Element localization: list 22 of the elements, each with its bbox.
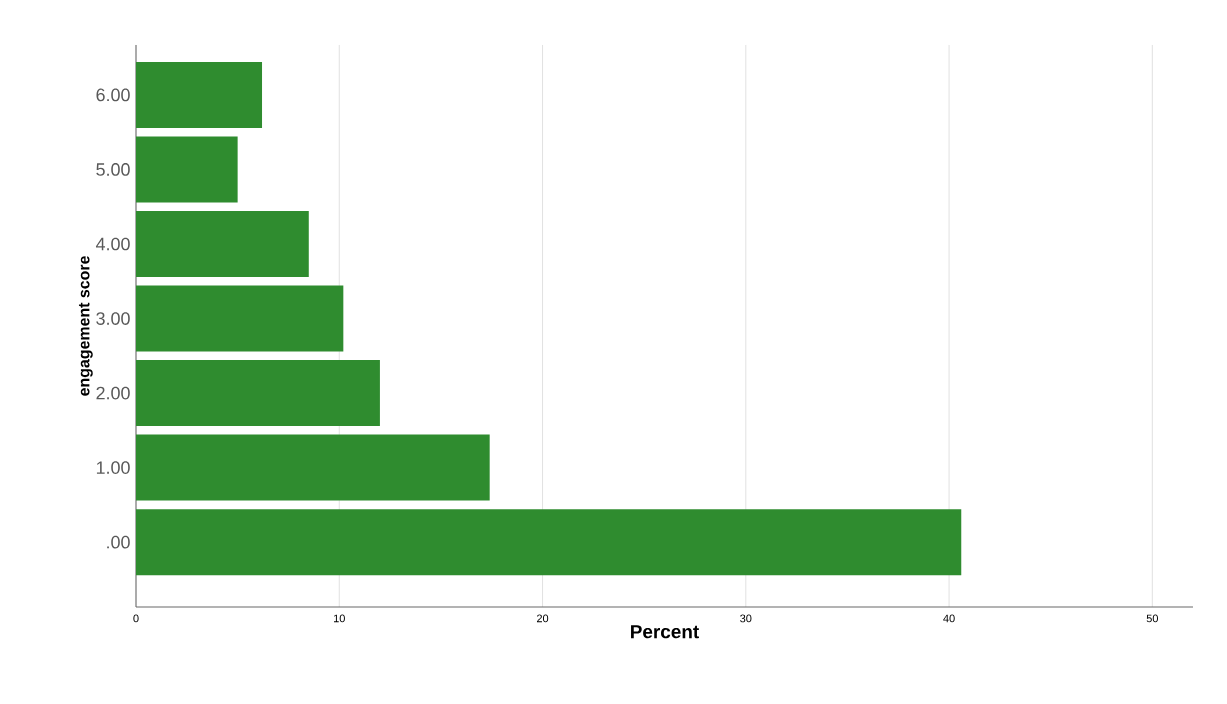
bar <box>136 136 238 203</box>
x-axis-title: Percent <box>631 625 699 639</box>
bar <box>136 509 962 576</box>
y-tick-label: 6.00 <box>96 88 130 102</box>
bar <box>136 360 380 427</box>
x-tick-label: 50 <box>1146 614 1158 623</box>
bar <box>136 434 490 501</box>
x-tick-label: 20 <box>536 614 549 623</box>
y-axis-title: engagement score <box>78 256 93 396</box>
y-tick-label: 4.00 <box>95 237 130 251</box>
y-tick-label: .00 <box>107 535 130 549</box>
y-tick-label: 2.00 <box>96 386 130 400</box>
bar <box>136 61 263 128</box>
y-tick-label: 1.00 <box>96 461 130 474</box>
y-tick-label: 3.00 <box>96 312 130 325</box>
x-tick-label: 10 <box>334 614 345 623</box>
bar <box>136 211 309 278</box>
y-tick-label: 5.00 <box>96 163 130 176</box>
x-tick-label: 40 <box>943 614 955 623</box>
x-tick-label: 30 <box>740 614 752 623</box>
x-tick-label: 0 <box>133 614 139 623</box>
bar <box>136 285 344 352</box>
